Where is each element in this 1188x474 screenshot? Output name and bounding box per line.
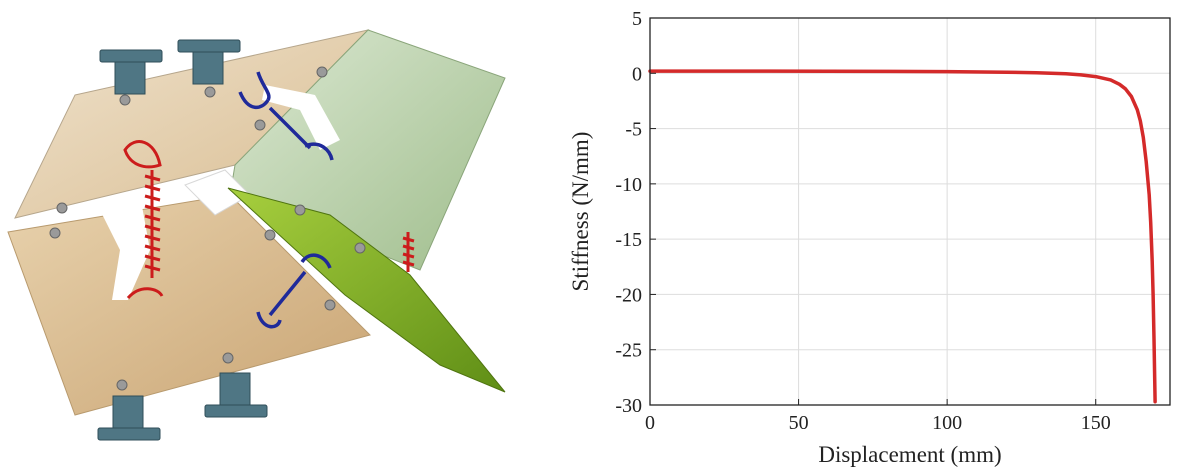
y-axis-label: Stiffness (N/mm) — [568, 132, 593, 292]
x-axis: 0 50 100 150 — [645, 399, 1111, 434]
stiffness-curve — [648, 69, 1157, 404]
mounting-bracket — [97, 39, 268, 441]
plot-frame — [649, 17, 1171, 406]
center-hub — [95, 85, 340, 300]
y-tick-label: 5 — [632, 8, 642, 30]
x-axis-label: Displacement (mm) — [818, 442, 1001, 467]
y-tick-label: -5 — [625, 119, 642, 141]
x-tick-label: 150 — [1081, 412, 1111, 434]
y-axis: 5 0 -5 -10 -15 -20 -25 -30 — [615, 8, 656, 417]
blue-compression-spring — [238, 71, 334, 329]
y-tick-label: -30 — [615, 395, 642, 417]
y-tick-label: -25 — [615, 340, 642, 362]
y-tick-label: 0 — [632, 63, 642, 85]
series-layer — [648, 69, 1157, 404]
red-tension-spring — [123, 140, 415, 300]
x-tick-label: 0 — [645, 412, 655, 434]
mechanism-illustration — [7, 29, 506, 441]
y-tick-label: -10 — [615, 174, 642, 196]
lower-left-panel — [7, 194, 371, 416]
y-tick-label: -20 — [615, 284, 642, 306]
hinge-bolts — [49, 66, 366, 391]
x-tick-label: 100 — [932, 412, 962, 434]
stiffness-chart: 0 50 100 150 50-5-10-15-20-25-30 Displaceme… — [568, 8, 1171, 467]
y-tick-label: -15 — [615, 229, 642, 251]
lower-right-flap — [227, 187, 506, 393]
x-tick-label: 50 — [789, 412, 809, 434]
